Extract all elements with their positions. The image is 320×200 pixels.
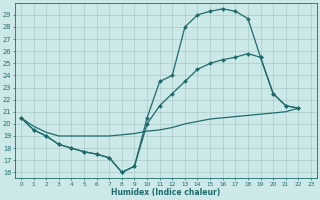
X-axis label: Humidex (Indice chaleur): Humidex (Indice chaleur) <box>111 188 220 197</box>
